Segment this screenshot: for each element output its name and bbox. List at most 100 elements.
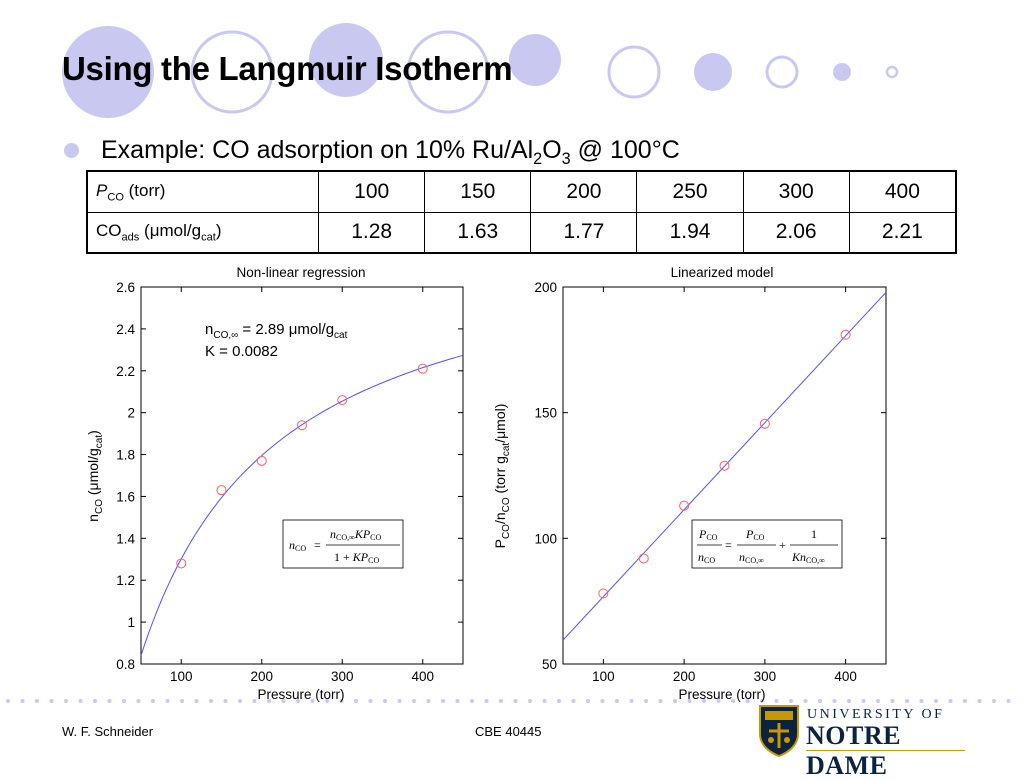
divider-dot bbox=[499, 699, 503, 703]
table-cell: 1.28 bbox=[318, 211, 426, 254]
divider-dot bbox=[745, 699, 750, 703]
plot-frame bbox=[562, 286, 887, 665]
divider-dot bbox=[35, 699, 39, 703]
divider-dot bbox=[470, 699, 474, 703]
nonlinear-chart: Non-linear regression 100 200 300 400 0.8 1 1.… bbox=[85, 265, 464, 702]
svg-text:=: = bbox=[314, 538, 321, 552]
divider-dot bbox=[644, 699, 648, 703]
university-logo: UNIVERSITY OF NOTRE DAME bbox=[757, 704, 969, 780]
x-tick-label: 200 bbox=[250, 669, 273, 684]
page-title: Using the Langmuir Isotherm bbox=[62, 50, 513, 87]
divider-dot bbox=[890, 699, 895, 703]
divider-dot bbox=[861, 699, 866, 703]
divider-dot bbox=[165, 699, 170, 703]
k-annotation: K = 0.0082 bbox=[205, 343, 278, 360]
chart-title: Linearized model bbox=[671, 265, 774, 280]
divider-dot bbox=[78, 699, 83, 703]
divider-dot bbox=[238, 699, 242, 703]
data-point bbox=[719, 460, 730, 471]
table-cell: 200 bbox=[530, 170, 638, 213]
table-cell: 1.77 bbox=[530, 211, 638, 254]
divider-dot bbox=[267, 699, 271, 703]
data-point bbox=[216, 485, 227, 496]
table-cell: 150 bbox=[424, 170, 532, 213]
divider-dot bbox=[658, 699, 663, 703]
row-header-coverage: COads (μmol/gcat) bbox=[86, 211, 320, 254]
table-cell: 250 bbox=[636, 170, 744, 213]
divider-dot bbox=[934, 699, 938, 703]
svg-text:nCO,∞KPCO: nCO,∞KPCO bbox=[330, 527, 382, 542]
plot-frame bbox=[140, 286, 464, 665]
divider-dot bbox=[397, 699, 402, 703]
footer-author: W. F. Schneider bbox=[62, 724, 154, 739]
y-tick-label: 2.4 bbox=[116, 322, 135, 337]
y-axis-label: PCO/nCO (torr gcat/μmol) bbox=[492, 404, 512, 549]
divider-dot bbox=[586, 699, 590, 703]
data-point bbox=[176, 558, 187, 569]
data-table: PCO (torr) 100 150 200 250 300 400 COads… bbox=[86, 170, 957, 254]
divider-dot bbox=[281, 699, 286, 703]
divider-dot bbox=[615, 699, 619, 703]
svg-text:+: + bbox=[779, 538, 786, 552]
example-bullet: Example: CO adsorption on 10% Ru/Al2O3 @… bbox=[101, 136, 680, 168]
y-tick-label: 0.8 bbox=[116, 657, 135, 672]
divider-dot bbox=[789, 699, 793, 703]
divider-dot bbox=[252, 699, 257, 703]
divider-dot bbox=[325, 699, 329, 703]
divider-dot bbox=[136, 699, 141, 703]
divider-dot bbox=[702, 699, 706, 703]
x-tick-label: 100 bbox=[170, 669, 193, 684]
divider-dot bbox=[557, 699, 561, 703]
y-tick-label: 150 bbox=[534, 406, 557, 421]
divider-dot bbox=[20, 699, 25, 703]
y-tick-label: 50 bbox=[542, 657, 557, 672]
divider-dot bbox=[107, 699, 112, 703]
chart-title: Non-linear regression bbox=[236, 265, 365, 280]
divider-dot bbox=[223, 699, 228, 703]
divider-dot bbox=[339, 699, 344, 703]
table-cell: 100 bbox=[318, 170, 426, 213]
divider-dot bbox=[122, 699, 126, 703]
divider-dot bbox=[948, 699, 953, 703]
fit-line bbox=[140, 354, 464, 656]
data-point bbox=[256, 455, 267, 466]
divider-dot bbox=[354, 699, 358, 703]
logo-rule bbox=[806, 750, 965, 751]
table-cell: 1.94 bbox=[636, 211, 744, 254]
divider-dot bbox=[455, 699, 460, 703]
data-point bbox=[679, 500, 690, 511]
divider-dot bbox=[992, 699, 996, 703]
svg-text:=: = bbox=[725, 538, 732, 552]
divider-dot bbox=[600, 699, 605, 703]
divider-dot bbox=[180, 699, 184, 703]
divider-dot bbox=[1006, 699, 1011, 703]
data-point bbox=[337, 395, 348, 406]
divider-dot bbox=[310, 699, 315, 703]
table-cell: 2.06 bbox=[742, 211, 850, 254]
fit-parameters-annotation: nCO,∞ = 2.89 μmol/gcat bbox=[205, 321, 348, 341]
x-tick-label: 200 bbox=[673, 669, 696, 684]
x-tick-label: 400 bbox=[834, 669, 857, 684]
divider-dot bbox=[818, 699, 822, 703]
footer-course: CBE 40445 bbox=[475, 724, 542, 739]
divider-dot bbox=[571, 699, 576, 703]
divider-dot bbox=[484, 699, 489, 703]
divider-dot bbox=[426, 699, 431, 703]
y-tick-label: 2 bbox=[127, 406, 135, 421]
divider-dot bbox=[6, 699, 10, 703]
divider-dot bbox=[760, 699, 764, 703]
logo-text-top: UNIVERSITY OF bbox=[807, 707, 945, 722]
table-cell: 400 bbox=[848, 170, 957, 213]
divider-dot bbox=[441, 699, 445, 703]
data-point bbox=[638, 553, 649, 564]
y-tick-label: 2.2 bbox=[116, 364, 135, 379]
table-row: COads (μmol/gcat) 1.28 1.63 1.77 1.94 2.… bbox=[86, 211, 957, 254]
svg-text:1 + KPCO: 1 + KPCO bbox=[334, 550, 379, 565]
divider-dot bbox=[513, 699, 518, 703]
svg-text:nCO: nCO bbox=[289, 538, 306, 553]
divider-dot bbox=[412, 699, 416, 703]
table-cell: 2.21 bbox=[848, 211, 957, 254]
y-tick-label: 1.6 bbox=[116, 489, 135, 504]
